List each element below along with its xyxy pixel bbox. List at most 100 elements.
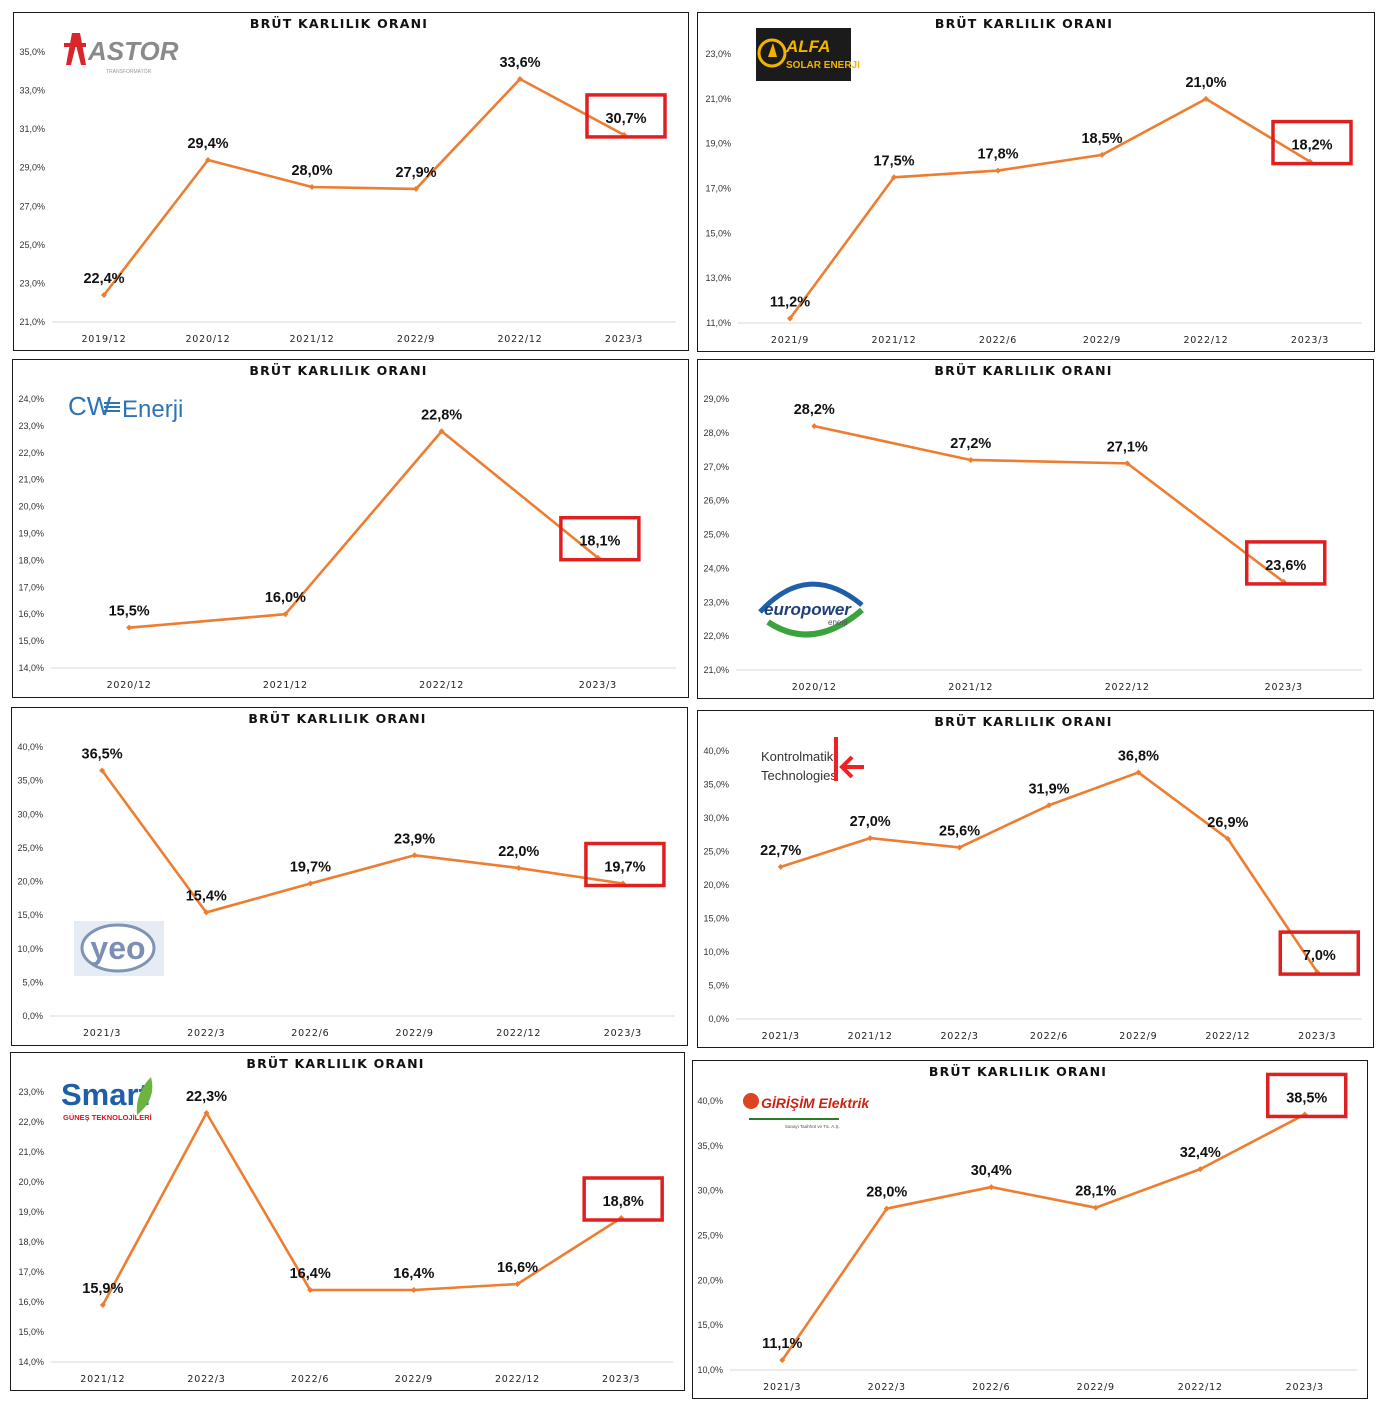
data-label: 27,9%: [395, 165, 436, 181]
data-point: [126, 624, 133, 631]
series-line: [101, 1111, 622, 1306]
svg-text:GİRİŞİM Elektrik: GİRİŞİM Elektrik: [761, 1095, 870, 1111]
y-tick-label: 40,0%: [17, 742, 43, 752]
svg-text:enerji: enerji: [828, 618, 848, 627]
data-point: [1046, 802, 1052, 809]
y-tick-label: 20,0%: [703, 880, 729, 890]
data-point: [203, 1110, 210, 1116]
x-tick-label: 2022/6: [972, 1382, 1010, 1393]
y-tick-label: 27,0%: [19, 201, 45, 211]
data-point: [891, 174, 897, 181]
data-label: 19,7%: [290, 860, 331, 876]
data-point: [883, 1205, 890, 1212]
x-tick-label: 2021/12: [848, 1031, 893, 1042]
chart-panel-girisim: BRÜT KARLILIK ORANI 10,0% 15,0% 20,0% 25,0% 3…: [692, 1060, 1368, 1399]
x-tick-label: 2020/12: [792, 682, 837, 693]
data-label: 30,7%: [605, 111, 646, 127]
series-line: [101, 769, 624, 914]
data-label: 28,0%: [291, 163, 332, 179]
y-tick-label: 33,0%: [19, 86, 45, 96]
y-tick-label: 17,0%: [705, 184, 731, 194]
x-tick-label: 2022/12: [1183, 335, 1228, 346]
data-label: 16,4%: [393, 1266, 434, 1282]
y-tick-label: 19,0%: [18, 1207, 44, 1217]
data-point: [307, 1287, 314, 1293]
y-tick-label: 23,0%: [19, 278, 45, 288]
data-label: 27,0%: [850, 814, 891, 830]
y-tick-label: 10,0%: [703, 947, 729, 957]
line-chart: BRÜT KARLILIK ORANI 0,0% 5,0% 10,0% 15,0% 20,…: [703, 714, 1362, 1042]
x-tick-label: 2023/3: [605, 334, 643, 345]
series-line: [102, 77, 625, 296]
data-point: [995, 167, 1001, 174]
y-tick-label: 22,0%: [18, 448, 44, 458]
x-tick-label: 2022/3: [187, 1028, 225, 1039]
data-label: 38,5%: [1286, 1090, 1327, 1106]
y-tick-label: 23,0%: [18, 1087, 44, 1097]
data-label: 18,5%: [1081, 131, 1122, 147]
data-point: [967, 456, 974, 463]
data-label: 31,9%: [1028, 781, 1069, 797]
y-tick-label: 14,0%: [18, 1357, 44, 1367]
data-label: 25,6%: [939, 823, 980, 839]
y-tick-label: 25,0%: [19, 240, 45, 250]
line-chart: BRÜT KARLILIK ORANI 14,0% 15,0% 16,0% 17,0% 1…: [18, 363, 676, 691]
y-tick-label: 25,0%: [703, 530, 729, 540]
x-tick-label: 2022/12: [419, 680, 464, 691]
data-label: 11,1%: [762, 1336, 802, 1352]
data-point: [867, 835, 874, 842]
y-tick-label: 40,0%: [697, 1096, 723, 1106]
svg-text:ALFA: ALFA: [785, 37, 830, 56]
data-point: [787, 315, 793, 322]
y-tick-label: 11,0%: [706, 318, 731, 328]
svg-text:ASTOR: ASTOR: [87, 36, 179, 66]
y-tick-label: 13,0%: [705, 273, 731, 283]
data-label: 28,0%: [866, 1185, 907, 1201]
chart-panel-europower: BRÜT KARLILIK ORANI 21,0% 22,0% 23,0% 24,0% 2…: [697, 359, 1374, 699]
y-tick-label: 15,0%: [705, 228, 731, 238]
data-label: 18,2%: [1291, 138, 1332, 154]
x-tick-label: 2022/12: [1105, 682, 1150, 693]
y-tick-label: 15,0%: [18, 1327, 44, 1337]
x-tick-label: 2019/12: [81, 334, 126, 345]
chart-title: BRÜT KARLILIK ORANI: [935, 16, 1113, 31]
y-tick-label: 21,0%: [18, 475, 44, 485]
y-tick-label: 16,0%: [18, 609, 44, 619]
data-label: 22,4%: [83, 271, 124, 287]
x-tick-label: 2022/3: [187, 1374, 225, 1385]
data-label: 22,7%: [760, 843, 801, 859]
x-tick-label: 2021/12: [289, 334, 334, 345]
x-tick-label: 2021/9: [771, 335, 809, 346]
data-label: 33,6%: [499, 55, 540, 71]
line-chart: BRÜT KARLILIK ORANI 0,0% 5,0% 10,0% 15,0% 20,…: [17, 711, 675, 1039]
x-tick-label: 2023/3: [579, 680, 617, 691]
svg-text:Smart: Smart: [61, 1077, 149, 1112]
y-tick-label: 28,0%: [703, 428, 729, 438]
data-label: 7,0%: [1303, 948, 1336, 964]
data-label: 15,4%: [186, 888, 227, 904]
data-point: [411, 852, 418, 859]
y-tick-label: 22,0%: [703, 631, 729, 641]
data-label: 16,0%: [265, 590, 306, 606]
data-point: [515, 865, 522, 872]
x-tick-label: 2023/3: [1291, 335, 1329, 346]
data-label: 22,0%: [498, 844, 539, 860]
x-tick-label: 2023/3: [604, 1028, 642, 1039]
y-tick-label: 26,0%: [703, 496, 729, 506]
data-point: [438, 428, 445, 435]
highlight-box: [1266, 1072, 1348, 1119]
y-tick-label: 23,0%: [705, 49, 731, 59]
data-label: 17,8%: [977, 147, 1018, 163]
data-point: [619, 880, 626, 887]
data-point: [1092, 1204, 1099, 1211]
highlight-box: [585, 93, 667, 139]
y-tick-label: 29,0%: [703, 394, 729, 404]
data-label: 18,1%: [579, 534, 620, 550]
data-label: 16,6%: [497, 1260, 538, 1276]
data-label: 16,4%: [290, 1266, 331, 1282]
data-point: [99, 1302, 106, 1308]
data-label: 32,4%: [1180, 1145, 1221, 1161]
data-point: [203, 909, 210, 916]
x-tick-label: 2022/3: [940, 1031, 978, 1042]
chart-panel-alfa-solar: BRÜT KARLILIK ORANI 11,0% 13,0% 15,0% 17,0% 1…: [697, 12, 1375, 352]
